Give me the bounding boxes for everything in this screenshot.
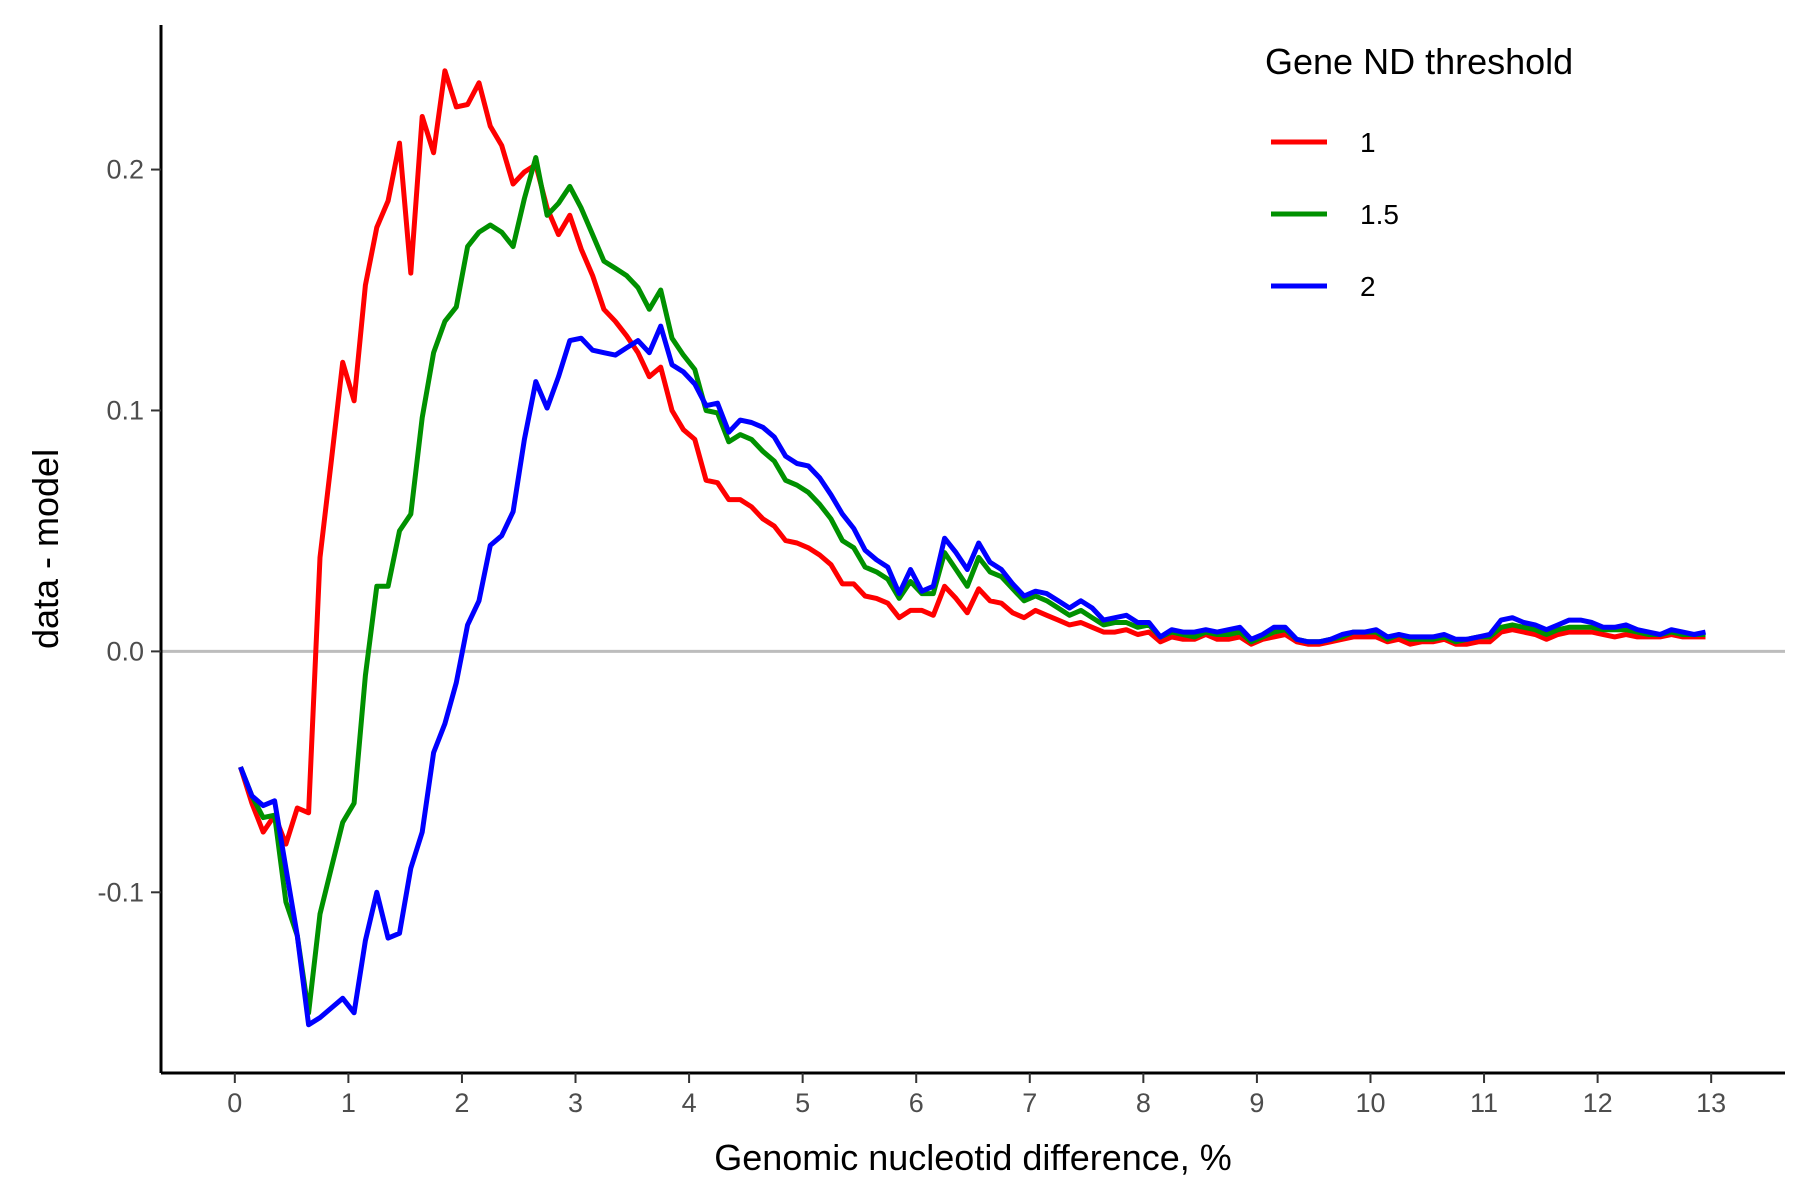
legend-title: Gene ND threshold [1265, 41, 1573, 82]
legend: Gene ND threshold 11.52 [1265, 41, 1573, 302]
x-tick-label: 5 [795, 1088, 810, 1118]
plot-area [161, 68, 1785, 1028]
series-layer [238, 68, 1707, 1028]
legend-label-1-5: 1.5 [1360, 199, 1399, 230]
x-tick-label: 3 [568, 1088, 583, 1118]
y-tick-label: 0.1 [106, 395, 144, 425]
x-tick-label: 8 [1136, 1088, 1151, 1118]
x-tick-label: 11 [1470, 1088, 1498, 1118]
y-tick-label: 0.0 [106, 636, 144, 666]
x-tick-label: 6 [909, 1088, 924, 1118]
y-tick-label: -0.1 [97, 877, 144, 907]
legend-items: 11.52 [1271, 127, 1399, 302]
legend-label-1: 1 [1360, 127, 1376, 158]
x-tick-label: 9 [1249, 1088, 1264, 1118]
x-tick-label: 4 [682, 1088, 697, 1118]
x-tick-label: 7 [1022, 1088, 1037, 1118]
x-tick-label: 2 [454, 1088, 469, 1118]
series-line-1 [238, 68, 1706, 847]
axes: 0 1 2 3 4 5 6 7 8 9 10 11 12 13 -0.10.00.10.2 [97, 25, 1785, 1118]
x-tick-label: 0 [227, 1088, 242, 1118]
x-tick-label: 12 [1583, 1088, 1613, 1118]
y-axis-ticks: -0.1 0.0 0.1 0.2 [97, 155, 161, 907]
x-tick-label: 13 [1696, 1088, 1726, 1118]
x-tick-label: 1 [341, 1088, 356, 1118]
x-axis-ticks: 0 1 2 3 4 5 6 7 8 9 10 11 12 13 [227, 1073, 1726, 1118]
y-tick-label: 0.2 [106, 155, 144, 185]
x-tick-label: 10 [1355, 1088, 1385, 1118]
series-line-2 [238, 323, 1707, 1028]
y-axis-title: data - model [25, 449, 66, 649]
legend-label-2: 2 [1360, 271, 1376, 302]
x-axis-title: Genomic nucleotid difference, % [714, 1137, 1232, 1178]
